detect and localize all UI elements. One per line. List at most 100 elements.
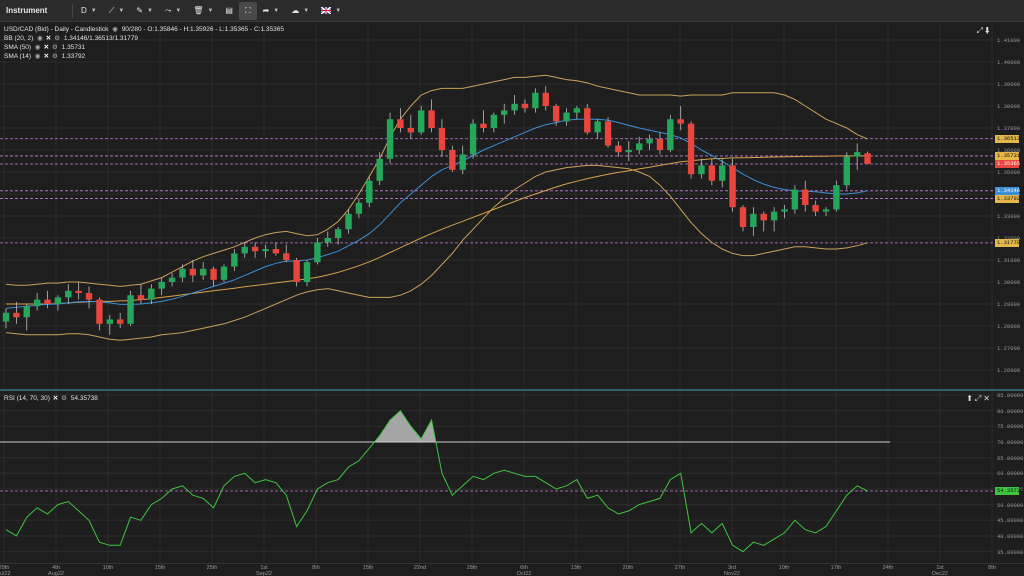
bull-candle — [231, 253, 238, 267]
line-tool-button[interactable]: ⟋ ▼ — [103, 2, 131, 20]
trash-button[interactable]: 🗑 ▼ — [187, 2, 219, 20]
eye-icon[interactable]: ◉ — [37, 35, 43, 42]
price-axis-label: 1.31000 — [997, 257, 1021, 264]
gear-icon[interactable]: ⚙ — [52, 53, 58, 60]
close-icon[interactable]: ✕ — [43, 44, 50, 51]
bear-candle — [96, 299, 103, 324]
instrument-selector[interactable]: Instrument — [0, 2, 70, 20]
rsi-canvas[interactable] — [0, 391, 1024, 563]
chevron-down-icon: ▼ — [207, 7, 214, 14]
layout-button[interactable]: ▤ — [219, 2, 239, 20]
bear-candle — [812, 205, 819, 212]
toolbar: Instrument D ▼ ⟋ ▼ ✎ ▼ ⤳ ▼ 🗑 ▼ ▤ ⛶ ➦ ▼ ☁ ▼ ▼ — [0, 0, 1024, 22]
rsi-value-tag: 54.35738 — [995, 486, 1024, 495]
weather-button[interactable]: ☁ ▼ — [285, 2, 315, 20]
timeframe-label: D — [81, 6, 87, 15]
bull-candle — [635, 143, 643, 150]
language-button[interactable]: ▼ — [315, 2, 347, 20]
bull-candle — [490, 114, 498, 128]
legend-ohlc: 90/280 - O:1.35846 - H:1.35926 - L:1.353… — [121, 26, 284, 33]
bb-legend: BB (20, 2) ◉ ✕ ⚙ 1.34146/1.36513/1.31779 — [4, 34, 138, 43]
bull-candle — [65, 290, 72, 298]
bull-candle — [168, 277, 176, 282]
bull-candle — [33, 299, 41, 307]
price-axis-label: 1.27000 — [997, 345, 1021, 352]
gear-icon[interactable]: ⚙ — [54, 35, 61, 42]
gear-icon[interactable]: ⚙ — [61, 395, 67, 402]
bear-candle — [708, 165, 716, 181]
bull-candle — [355, 202, 363, 214]
sma50-value: 1.35731 — [61, 44, 86, 51]
chevron-down-icon: ▼ — [335, 7, 342, 14]
bull-candle — [366, 180, 373, 203]
bear-candle — [75, 290, 82, 293]
price-tag: 1.36513 — [995, 134, 1021, 143]
fullscreen-icon: ⛶ — [244, 5, 251, 15]
instrument-label: Instrument — [6, 6, 48, 15]
close-icon[interactable]: ✕ — [45, 35, 52, 42]
close-icon[interactable]: ✕ — [52, 395, 59, 402]
pane-divider[interactable] — [0, 389, 1024, 391]
time-axis-label: 10th — [102, 565, 114, 571]
layout-icon: ▤ — [225, 6, 233, 15]
price-chart-canvas[interactable] — [0, 23, 1024, 389]
time-axis-label: 8th — [312, 565, 320, 571]
indicator-button[interactable]: ⤳ ▼ — [159, 2, 187, 20]
bear-candle — [802, 189, 809, 205]
rsi-axis-label: 50.00000 — [997, 501, 1024, 509]
bull-candle — [511, 103, 518, 111]
bear-candle — [615, 145, 622, 153]
bear-candle — [449, 150, 456, 170]
main-legend: USD/CAD (Bid) - Daily - Candlestick ◉ 90… — [4, 25, 284, 34]
price-axis-label: 1.40000 — [997, 59, 1021, 66]
bear-candle — [428, 110, 435, 128]
bear-candle — [44, 299, 51, 304]
bull-candle — [220, 266, 228, 280]
bear-candle — [272, 249, 280, 254]
bb-values: 1.34146/1.36513/1.31779 — [63, 35, 138, 42]
bull-candle — [241, 246, 248, 254]
share-button[interactable]: ➦ ▼ — [257, 2, 286, 20]
eye-icon[interactable]: ◉ — [34, 53, 41, 60]
bull-candle — [262, 249, 269, 252]
arrow-down-icon[interactable]: ⬇ — [985, 26, 992, 35]
bull-candle — [646, 139, 653, 144]
fullscreen-button[interactable]: ⛶ — [238, 1, 257, 20]
close-icon[interactable]: ✕ — [983, 394, 992, 403]
eye-icon[interactable]: ◉ — [34, 44, 41, 51]
expand-icon[interactable]: ⤢ — [976, 26, 986, 35]
bull-candle — [532, 92, 539, 109]
bull-candle — [698, 165, 705, 175]
arrow-up-icon[interactable]: ⬆ — [966, 394, 975, 403]
rsi-pane[interactable]: RSI (14, 70, 30) ✕ ⚙ 54.35738 ⬆⤢✕ 85.0000… — [0, 391, 1024, 563]
brush-button[interactable]: ✎ ▼ — [130, 2, 159, 20]
toolbar-separator — [72, 3, 73, 18]
rsi-axis-label: 80.00000 — [997, 407, 1024, 415]
flag-icon — [321, 7, 332, 14]
bull-candle — [573, 108, 581, 113]
bear-candle — [739, 207, 747, 227]
bull-candle — [54, 297, 62, 304]
bear-candle — [677, 119, 684, 124]
sma14-label: SMA (14) — [4, 53, 32, 60]
gear-icon[interactable]: ⚙ — [52, 44, 58, 51]
bear-candle — [864, 153, 871, 164]
share-icon: ➦ — [262, 6, 270, 15]
expand-icon[interactable]: ⤢ — [974, 394, 984, 403]
bear-candle — [480, 123, 487, 128]
bull-candle — [2, 312, 10, 322]
chevron-down-icon: ▼ — [175, 7, 182, 14]
timeframe-dropdown[interactable]: D ▼ — [75, 2, 103, 20]
time-axis-label: 22nd — [413, 565, 427, 571]
time-axis-label: 8th — [988, 565, 996, 571]
time-axis-label: 24th — [882, 565, 894, 571]
time-axis-label: 13th — [570, 565, 582, 571]
bb-upper-line — [5, 74, 868, 287]
rsi-axis-label: 35.00000 — [997, 548, 1024, 556]
price-chart-pane[interactable]: USD/CAD (Bid) - Daily - Candlestick ◉ 90… — [0, 23, 1024, 389]
eye-icon[interactable]: ◉ — [112, 26, 118, 33]
close-icon[interactable]: ✕ — [43, 53, 50, 60]
bear-candle — [251, 246, 259, 252]
weather-icon: ☁ — [291, 6, 300, 15]
bull-candle — [750, 213, 757, 227]
